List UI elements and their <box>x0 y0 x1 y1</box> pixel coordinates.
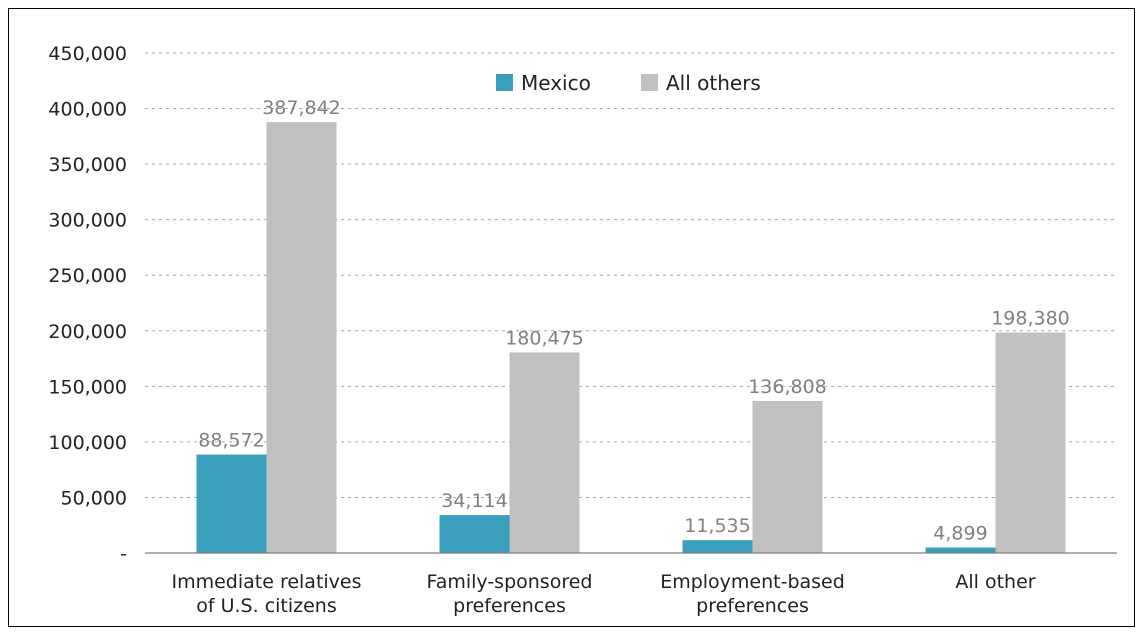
value-label-mexico: 4,899 <box>933 523 987 545</box>
x-tick-label: Employment-based <box>660 571 845 593</box>
legend: Mexico All others <box>496 71 761 95</box>
y-tick-label: - <box>120 543 127 565</box>
bar-all-others <box>266 122 337 553</box>
value-label-mexico: 11,535 <box>684 515 750 537</box>
bar-mexico <box>682 540 753 553</box>
bar-mexico <box>439 515 510 553</box>
y-tick-label: 350,000 <box>48 154 127 176</box>
bars <box>196 122 1066 553</box>
legend-label-mexico: Mexico <box>521 71 591 95</box>
y-tick-label: 400,000 <box>48 99 127 121</box>
y-tick-label: 100,000 <box>48 432 127 454</box>
bar-all-others <box>752 400 823 553</box>
value-label-all-others: 387,842 <box>262 97 341 119</box>
y-tick-label: 50,000 <box>61 487 127 509</box>
x-tick-label: Immediate relatives <box>171 571 361 593</box>
legend-swatch-mexico <box>496 74 513 91</box>
bar-mexico <box>196 454 267 553</box>
legend-label-all-others: All others <box>666 71 761 95</box>
value-label-all-others: 198,380 <box>991 308 1070 330</box>
value-label-mexico: 88,572 <box>198 430 264 452</box>
legend-swatch-all-others <box>641 74 658 91</box>
y-tick-label: 450,000 <box>48 43 127 65</box>
value-label-mexico: 34,114 <box>441 490 507 512</box>
bar-mexico <box>925 547 996 553</box>
x-tick-label: All other <box>955 571 1035 593</box>
bar-all-others <box>995 332 1066 553</box>
y-tick-label: 150,000 <box>48 376 127 398</box>
value-label-all-others: 136,808 <box>748 376 827 398</box>
y-tick-label: 200,000 <box>48 321 127 343</box>
y-axis: - 50,000 100,000 150,000 200,000 250,000 300,0… <box>48 43 127 565</box>
x-tick-label: preferences <box>453 595 566 617</box>
y-tick-label: 250,000 <box>48 265 127 287</box>
value-labels: 88,572 387,842 34,114 180,475 11,535 136,808 4… <box>198 97 1070 544</box>
bar-all-others <box>509 352 580 553</box>
value-label-all-others: 180,475 <box>505 327 584 349</box>
y-tick-label: 300,000 <box>48 210 127 232</box>
x-tick-label: Family-sponsored <box>427 571 593 593</box>
x-tick-label: preferences <box>696 595 809 617</box>
x-tick-label: of U.S. citizens <box>196 595 337 617</box>
